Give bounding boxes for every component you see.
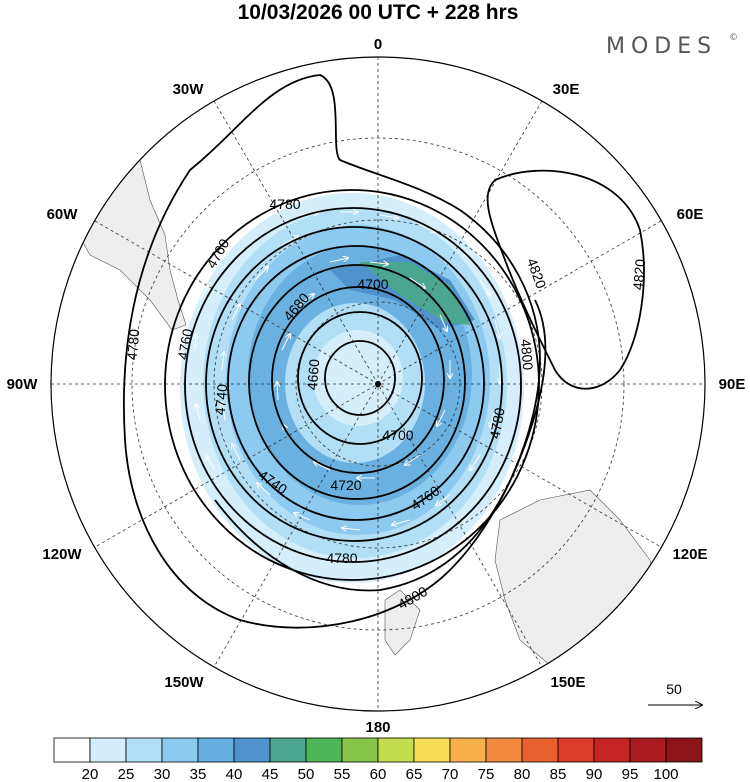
contour-label: 4740 xyxy=(212,383,231,416)
colorbar-tick-label: 35 xyxy=(190,766,207,782)
lon-label-90e: 90E xyxy=(719,376,746,393)
colorbar-box xyxy=(378,738,414,762)
contour-label: 4820 xyxy=(630,258,649,291)
colorbar: 20 25 30 35 40 45 50 55 60 65 70 75 80 85 90 95 100 xyxy=(54,738,702,782)
colorbar-tick-label: 80 xyxy=(514,766,531,782)
brand-logo: MODES © xyxy=(606,33,738,59)
colorbar-box xyxy=(414,738,450,762)
colorbar-box xyxy=(594,738,630,762)
lon-label-120w: 120W xyxy=(42,546,82,563)
colorbar-box xyxy=(342,738,378,762)
contour-label: 4780 xyxy=(269,196,300,212)
colorbar-box xyxy=(486,738,522,762)
colorbar-tick-label: 70 xyxy=(442,766,459,782)
lon-label-180: 180 xyxy=(365,719,390,736)
contour-label: 4780 xyxy=(124,328,143,361)
lon-label-150w: 150W xyxy=(164,674,204,691)
colorbar-ticks: 20 25 30 35 40 45 50 55 60 65 70 75 80 85 90 95 100 xyxy=(82,766,679,782)
lon-label-120e: 120E xyxy=(672,546,707,563)
colorbar-box xyxy=(90,738,126,762)
lon-label-0: 0 xyxy=(374,36,382,53)
colorbar-box xyxy=(270,738,306,762)
colorbar-boxes xyxy=(54,738,702,762)
colorbar-box xyxy=(666,738,702,762)
colorbar-box xyxy=(558,738,594,762)
lon-label-60w: 60W xyxy=(47,206,79,223)
colorbar-tick-label: 75 xyxy=(478,766,495,782)
colorbar-box xyxy=(198,738,234,762)
colorbar-tick-label: 90 xyxy=(586,766,603,782)
contour-label: 4700 xyxy=(357,276,388,292)
vector-scale-label: 50 xyxy=(666,681,682,697)
brand-name: MODES xyxy=(606,34,717,59)
wind-speed-shading xyxy=(180,193,524,583)
lon-label-30w: 30W xyxy=(173,81,205,98)
south-pole-marker xyxy=(375,381,381,387)
colorbar-box xyxy=(234,738,270,762)
contour-label: 4800 xyxy=(518,338,537,371)
colorbar-tick-label: 55 xyxy=(334,766,351,782)
colorbar-tick-label: 65 xyxy=(406,766,423,782)
colorbar-tick-label: 95 xyxy=(622,766,639,782)
colorbar-box xyxy=(162,738,198,762)
lon-label-30e: 30E xyxy=(553,81,580,98)
contour-label: 4720 xyxy=(330,477,361,493)
lon-label-60e: 60E xyxy=(677,206,704,223)
colorbar-tick-label: 85 xyxy=(550,766,567,782)
colorbar-box xyxy=(54,738,90,762)
colorbar-box xyxy=(306,738,342,762)
lon-label-90w: 90W xyxy=(7,376,39,393)
colorbar-tick-label: 50 xyxy=(298,766,315,782)
colorbar-tick-label: 25 xyxy=(118,766,135,782)
map-title: 10/03/2026 00 UTC + 228 hrs xyxy=(238,1,519,24)
colorbar-tick-label: 20 xyxy=(82,766,99,782)
contour-label: 4660 xyxy=(304,358,323,391)
brand-mark: © xyxy=(729,33,738,43)
contour-label: 4700 xyxy=(382,427,413,443)
vector-scale: 50 xyxy=(648,681,702,705)
colorbar-tick-label: 30 xyxy=(154,766,171,782)
polar-map: 4780 4760 4760 4780 4700 4680 4660 4740 … xyxy=(40,50,720,730)
colorbar-box xyxy=(522,738,558,762)
colorbar-tick-label: 45 xyxy=(262,766,279,782)
colorbar-tick-label: 60 xyxy=(370,766,387,782)
colorbar-box xyxy=(450,738,486,762)
colorbar-box xyxy=(126,738,162,762)
colorbar-box xyxy=(630,738,666,762)
colorbar-tick-label: 100 xyxy=(653,766,678,782)
contour-label: 4780 xyxy=(326,550,357,566)
colorbar-tick-label: 40 xyxy=(226,766,243,782)
lon-label-150e: 150E xyxy=(550,674,585,691)
